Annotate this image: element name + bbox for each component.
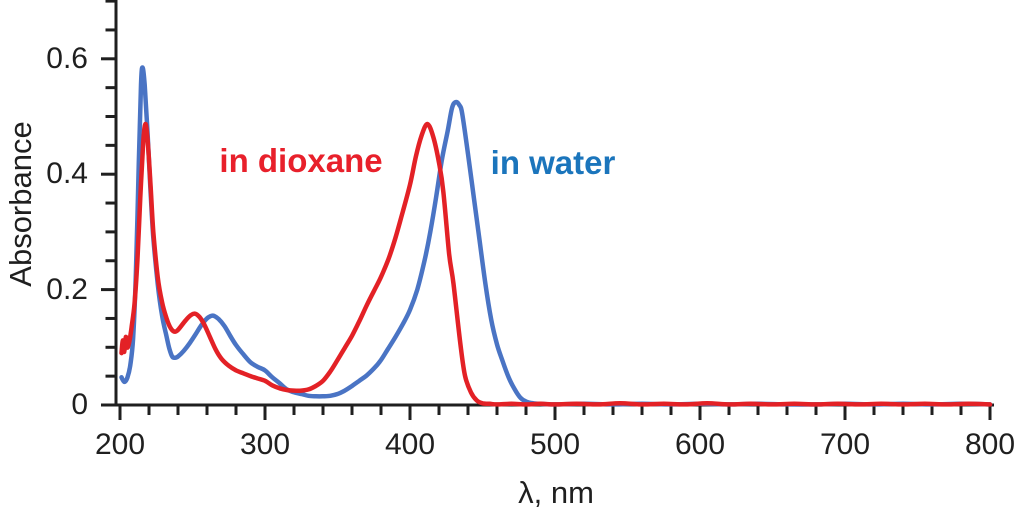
x-tick-label: 200 bbox=[94, 428, 146, 461]
x-tick-label: 700 bbox=[819, 428, 871, 461]
y-tick-label: 0.2 bbox=[46, 272, 88, 306]
annotation-in-water: in water bbox=[490, 144, 616, 181]
curve-in-water bbox=[119, 65, 993, 407]
y-tick-label: 0.4 bbox=[46, 157, 88, 191]
x-tick-label: 400 bbox=[384, 428, 436, 461]
x-axis-title: λ, nm bbox=[518, 475, 594, 510]
y-axis-title: Absorbance bbox=[3, 121, 38, 287]
y-tick-label: 0.6 bbox=[46, 41, 88, 75]
annotation-in-dioxane: in dioxane bbox=[219, 142, 383, 179]
y-tick-label: 0 bbox=[71, 388, 88, 421]
x-tick-label: 500 bbox=[529, 428, 581, 461]
x-tick-label: 600 bbox=[674, 428, 726, 461]
curve-in-dioxane bbox=[119, 121, 993, 407]
x-tick-label: 300 bbox=[239, 428, 291, 461]
x-tick-label: 800 bbox=[964, 428, 1016, 461]
